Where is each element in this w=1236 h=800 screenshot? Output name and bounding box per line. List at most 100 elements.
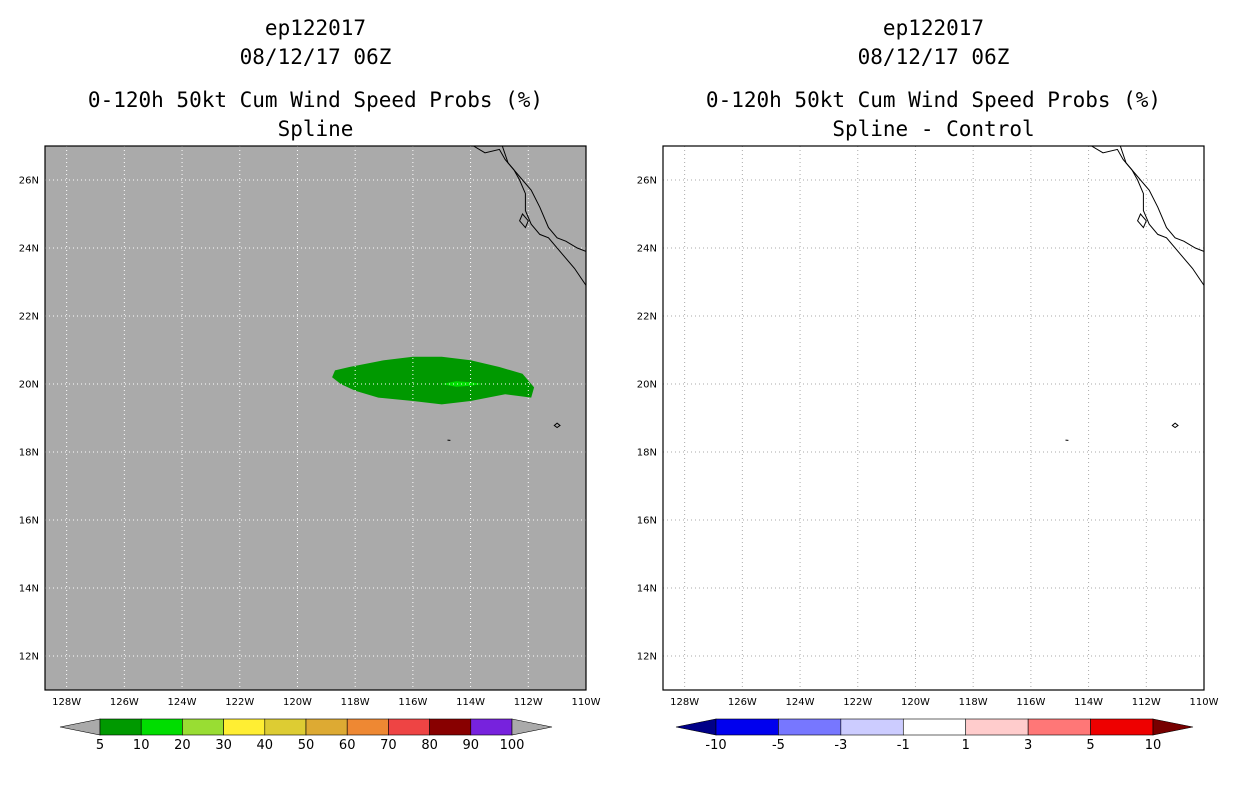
lon-label: 110W [572,697,601,708]
map-panel-spline-minus-control: 26N 24N 22N 20N 18N 16N 14N 12N 128W 126W 124W 122W… [637,145,1219,753]
colorbar-label: -3 [834,738,847,753]
colorbar-box [305,718,348,736]
lat-label: 20N [637,380,657,391]
colorbar-box [346,718,389,736]
colorbar-label: 20 [174,738,191,753]
lon-label: 126W [110,697,139,708]
colorbar-box [1027,718,1091,736]
lon-label: 122W [843,697,872,708]
colorbar-box [965,718,1029,736]
storm-id-label: ep122017 [264,16,367,40]
lon-label: 110W [1190,697,1219,708]
lat-label: 20N [19,380,39,391]
prob-contour-5-10 [332,356,535,405]
lat-label: 22N [19,312,39,323]
colorbar-label: 50 [298,738,315,753]
colorbar-box [1090,718,1154,736]
colorbar-box [902,718,967,736]
coastline-pacific [473,146,586,286]
right-panel-title-block: ep122017 08/12/17 06Z 0-120h 50kt Cum Wi… [663,14,1204,144]
lat-label: 16N [637,516,657,527]
lon-label: 118W [341,697,370,708]
colorbar-label: 10 [133,738,150,753]
lon-label: 128W [52,697,81,708]
colorbar-label: -5 [772,738,785,753]
colorbar-box [778,718,842,736]
colorbar-box [840,718,904,736]
colorbar: 5 10 20 30 40 50 60 70 80 90 100 [59,718,553,753]
colorbar-label: 5 [1086,738,1094,753]
lat-label: 14N [19,584,39,595]
lon-label: 122W [225,697,254,708]
lon-label: 126W [728,697,757,708]
island-outline [553,422,561,429]
lat-label: 22N [637,312,657,323]
left-panel-title-block: ep122017 08/12/17 06Z 0-120h 50kt Cum Wi… [45,14,586,144]
panel-subtitle: Spline [277,117,354,141]
lon-label: 114W [1074,697,1103,708]
map-background [45,146,586,690]
product-title: 0-120h 50kt Cum Wind Speed Probs (%) [87,88,544,112]
lon-label: 112W [514,697,543,708]
island-outline [1137,213,1147,229]
lon-label: 114W [456,697,485,708]
colorbar-over-arrow [511,718,553,736]
lat-label: 18N [637,448,657,459]
lat-label: 12N [637,652,657,663]
lat-label: 26N [637,176,657,187]
datetime-label: 08/12/17 06Z [857,45,1010,69]
colorbar-box [715,718,779,736]
colorbar-box [388,718,430,736]
coastline-gulf [1119,146,1204,252]
lat-label: 24N [637,244,657,255]
lon-label: 118W [959,697,988,708]
map-panel-spline: 26N 24N 22N 20N 18N 16N 14N 12N 128W 126W 124W 122W… [19,145,601,753]
map-background [663,146,1204,690]
colorbar-box [140,718,183,736]
lat-label: 14N [637,584,657,595]
colorbar: -10 -5 -3 -1 1 3 5 10 [675,718,1194,753]
colorbar-label: 5 [96,738,104,753]
coastline-pacific [1091,146,1204,286]
colorbar-label: 1 [962,738,970,753]
colorbar-label: -10 [705,738,726,753]
lat-label: 16N [19,516,39,527]
colorbar-label: 30 [215,738,232,753]
colorbar-label: 40 [257,738,274,753]
lat-label: 18N [19,448,39,459]
colorbar-label: 10 [1145,738,1162,753]
map-content [45,146,586,690]
colorbar-box [264,718,307,736]
datetime-label: 08/12/17 06Z [239,45,392,69]
lon-label: 112W [1132,697,1161,708]
island-outline [519,213,529,229]
coastline-gulf [501,146,586,252]
colorbar-under-arrow [59,718,101,736]
lon-label: 124W [168,697,197,708]
map-frame [662,145,1205,691]
colorbar-label: 60 [339,738,356,753]
colorbar-box [429,718,472,736]
lat-label: 26N [19,176,39,187]
storm-id-label: ep122017 [882,16,985,40]
lon-label: 116W [398,697,427,708]
lat-label: 12N [19,652,39,663]
colorbar-label: -1 [897,738,910,753]
colorbar-box [182,718,224,736]
lon-label: 116W [1016,697,1045,708]
colorbar-label: 70 [380,738,397,753]
map-content [663,146,1204,690]
lon-label: 124W [786,697,815,708]
lon-label: 120W [901,697,930,708]
colorbar-label: 3 [1024,738,1032,753]
lat-label: 24N [19,244,39,255]
colorbar-label: 80 [421,738,438,753]
colorbar-label: 100 [500,738,525,753]
lon-label: 128W [670,697,699,708]
panel-subtitle: Spline - Control [832,117,1035,141]
island-outline [1171,422,1179,429]
lon-label: 120W [283,697,312,708]
colorbar-box [223,718,266,736]
colorbar-label: 90 [463,738,480,753]
